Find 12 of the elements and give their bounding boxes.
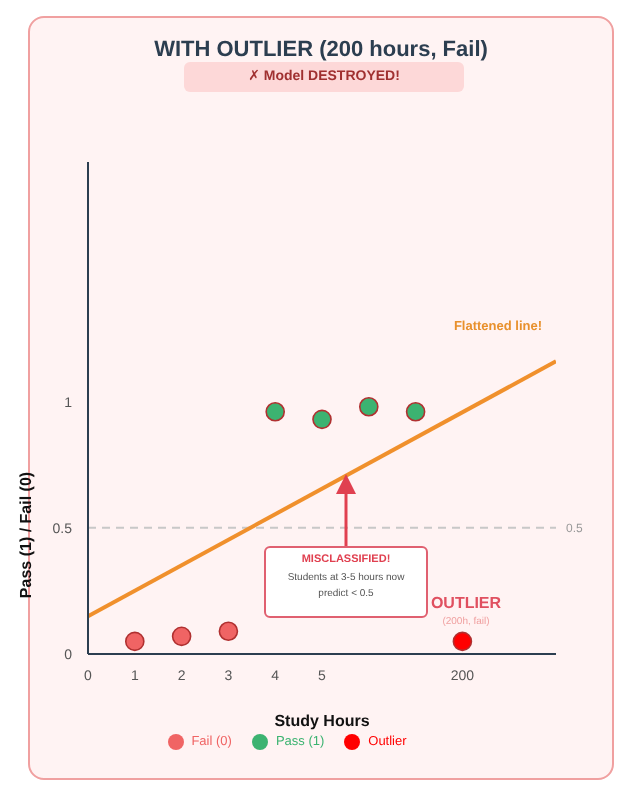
point bbox=[265, 401, 286, 422]
point bbox=[405, 401, 426, 422]
chart-title: WITH OUTLIER (200 hours, Fail) bbox=[152, 38, 490, 62]
point bbox=[124, 631, 145, 652]
annotation: OUTLIER bbox=[428, 594, 504, 612]
point bbox=[171, 626, 192, 647]
point bbox=[312, 409, 332, 430]
y-axis-title: Pass (1) / Fail (0) bbox=[17, 469, 35, 603]
point bbox=[452, 631, 473, 652]
point bbox=[218, 621, 239, 642]
point bbox=[358, 396, 379, 417]
x-axis-title: Study Hours bbox=[274, 712, 371, 730]
